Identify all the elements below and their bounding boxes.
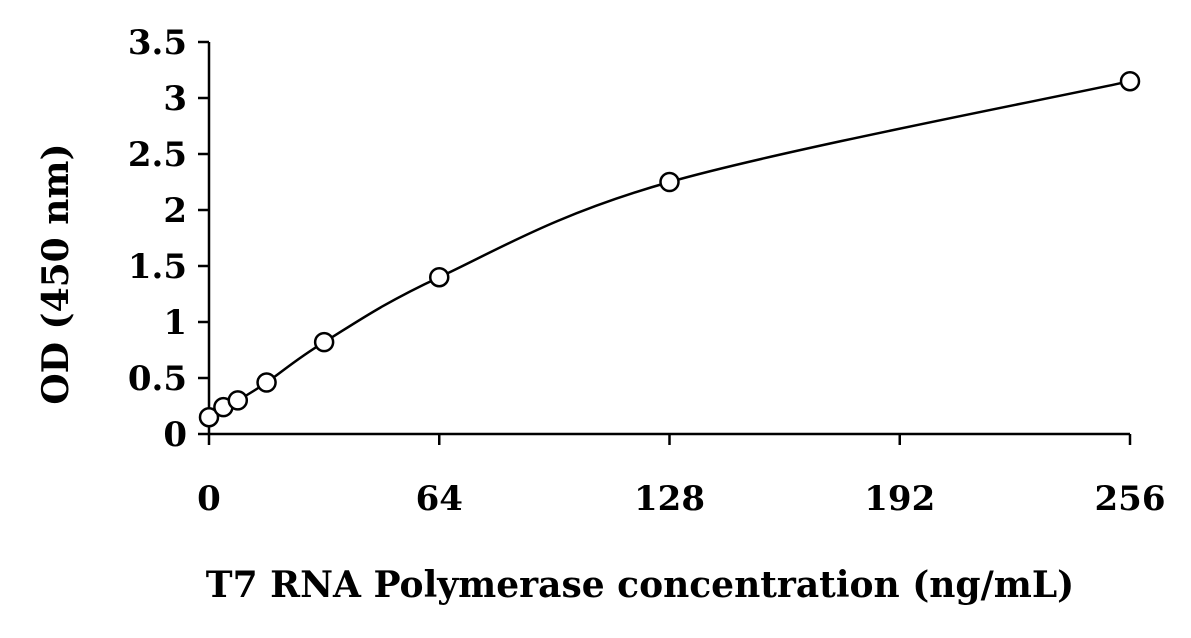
data-point <box>1119 70 1141 92</box>
y-tick-label: 0.5 <box>128 359 187 399</box>
y-tick-label: 1 <box>163 303 187 343</box>
y-tick-label: 3.5 <box>128 23 187 63</box>
y-tick-label: 2 <box>163 191 187 231</box>
fit-curve <box>208 79 1131 419</box>
y-axis: 0 0.5 1 1.5 2 2.5 3 3.5 <box>128 23 211 455</box>
data-point <box>313 331 335 353</box>
data-point <box>659 171 680 193</box>
data-point <box>429 266 450 288</box>
x-axis-title: T7 RNA Polymerase concentration (ng/mL) <box>206 564 1074 606</box>
y-tick-label: 3 <box>163 79 187 119</box>
data-point <box>198 406 220 428</box>
data-point <box>256 372 277 393</box>
x-tick-label: 64 <box>416 479 463 519</box>
data-markers <box>198 70 1141 428</box>
x-tick-label: 256 <box>1095 479 1166 519</box>
y-tick-label: 1.5 <box>128 247 187 287</box>
data-point <box>227 390 249 411</box>
y-tick-label: 0 <box>163 415 187 455</box>
x-tick-label: 192 <box>864 479 935 519</box>
y-tick-label: 2.5 <box>128 135 187 175</box>
x-axis: 0 64 128 192 256 <box>197 432 1166 519</box>
x-tick-label: 128 <box>634 479 705 519</box>
y-axis-title: OD (450 nm) <box>35 143 77 404</box>
x-tick-label: 0 <box>197 479 221 519</box>
